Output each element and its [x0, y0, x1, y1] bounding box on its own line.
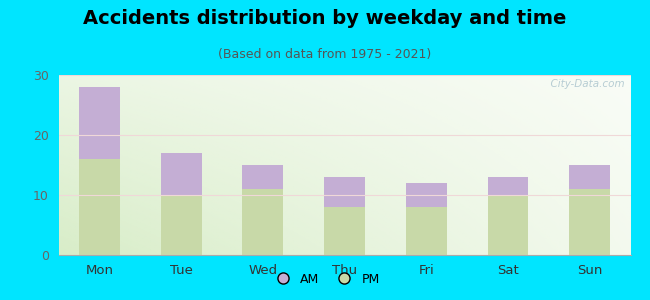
Bar — [242, 189, 283, 255]
Text: City-Data.com: City-Data.com — [544, 79, 625, 88]
Bar — [324, 207, 365, 255]
Bar — [488, 177, 528, 195]
Bar — [569, 189, 610, 255]
Bar — [242, 165, 283, 189]
Bar — [569, 165, 610, 189]
Bar — [324, 177, 365, 207]
Bar — [406, 207, 447, 255]
Legend: AM, PM: AM, PM — [265, 268, 385, 291]
Bar — [79, 159, 120, 255]
Bar — [406, 183, 447, 207]
Bar — [161, 153, 202, 195]
Bar — [488, 195, 528, 255]
Text: Accidents distribution by weekday and time: Accidents distribution by weekday and ti… — [83, 9, 567, 28]
Bar — [79, 87, 120, 159]
Bar — [161, 195, 202, 255]
Text: (Based on data from 1975 - 2021): (Based on data from 1975 - 2021) — [218, 48, 432, 61]
